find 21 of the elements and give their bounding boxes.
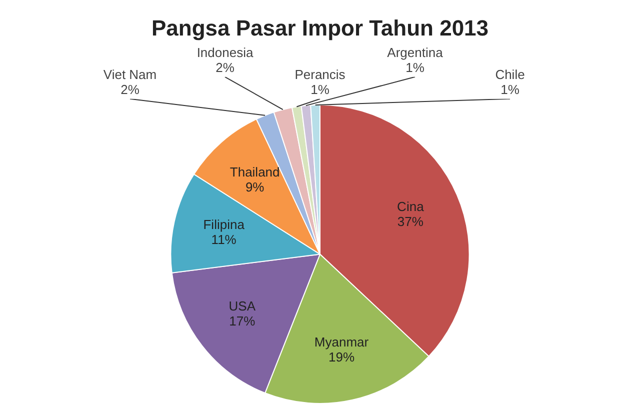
data-label: 1% [406, 60, 425, 75]
data-label: 17% [229, 314, 256, 329]
slice-label: Filipina [203, 216, 246, 232]
slice-label: USA [228, 298, 256, 314]
slice-label: Argentina [387, 44, 444, 60]
data-label: 9% [245, 179, 265, 194]
slice-label: Viet Nam [103, 66, 157, 82]
data-label: 19% [328, 349, 355, 364]
data-label: 37% [397, 214, 424, 230]
slice-label: Cina [397, 199, 425, 214]
slice-label: Myanmar [314, 334, 370, 350]
data-label: 1% [310, 82, 330, 97]
slice-label: Thailand [230, 164, 280, 180]
data-label: 2% [216, 60, 235, 75]
slice-label: Perancis [294, 66, 346, 82]
slice-label: Chile [495, 66, 525, 82]
data-label: 11% [211, 232, 237, 247]
data-label: 1% [500, 82, 520, 97]
data-label: 2% [120, 82, 140, 97]
slice-label: Indonesia [196, 44, 254, 60]
chart-title: Pangsa Pasar Impor Tahun 2013 [151, 15, 489, 40]
